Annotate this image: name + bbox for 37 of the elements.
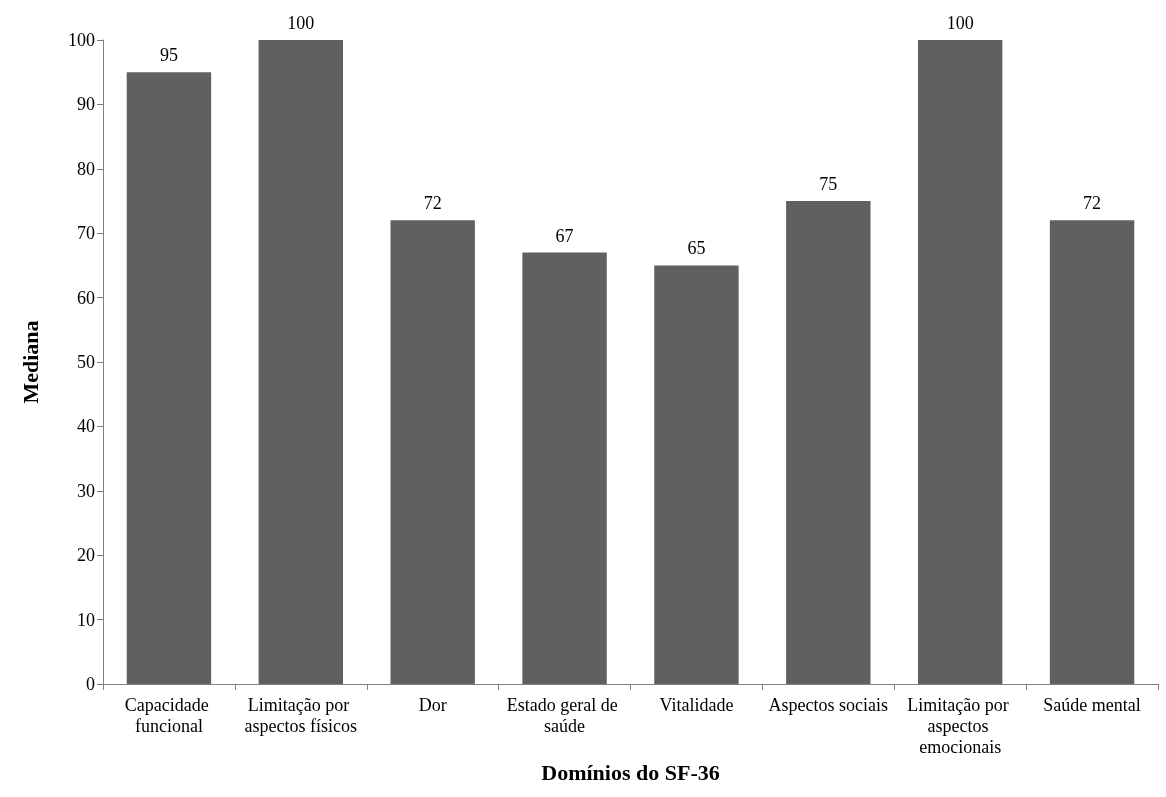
x-tick-label: Saúde mental — [1043, 694, 1141, 715]
y-tick-label: 10 — [77, 609, 95, 630]
x-tick-label: Dor — [418, 694, 447, 715]
bar — [258, 40, 344, 684]
x-tick-label: Vitalidade — [659, 694, 734, 715]
bar — [390, 220, 475, 684]
data-label: 65 — [687, 238, 706, 259]
x-tick-label: Capacidade funcional — [124, 694, 214, 736]
y-tick-label: 70 — [77, 223, 95, 244]
y-tick-label: 80 — [77, 158, 95, 179]
bar — [786, 201, 871, 684]
x-axis-title: Domínios do SF-36 — [541, 760, 720, 786]
y-tick-label: 100 — [68, 30, 95, 50]
data-label: 67 — [555, 225, 574, 246]
x-tick-label: Aspectos sociais — [768, 694, 889, 715]
bar — [126, 72, 212, 684]
data-label: 100 — [946, 13, 974, 33]
x-tick-label: Limitação por aspectos físicos — [244, 694, 358, 736]
bar — [1049, 220, 1135, 684]
y-tick-label: 90 — [77, 94, 95, 115]
y-tick-label: 20 — [77, 545, 95, 566]
y-tick-label: 40 — [77, 416, 95, 437]
data-label: 100 — [287, 13, 315, 33]
data-label: 72 — [1083, 193, 1102, 214]
data-label: 95 — [159, 45, 178, 66]
y-tick-label: 30 — [77, 480, 95, 501]
data-label: 72 — [423, 193, 442, 214]
y-tick-label: 0 — [86, 674, 95, 694]
y-tick-label: 50 — [77, 352, 95, 372]
y-axis-title: Mediana — [17, 320, 43, 404]
x-tick-label: Limitação por aspectos emocionais — [907, 694, 1014, 757]
y-tick-label: 60 — [77, 287, 95, 308]
bar — [522, 252, 607, 684]
bar — [917, 40, 1003, 684]
x-tick-label: Estado geral de saúde — [506, 694, 623, 736]
bar — [654, 265, 739, 684]
data-label: 75 — [819, 174, 838, 194]
